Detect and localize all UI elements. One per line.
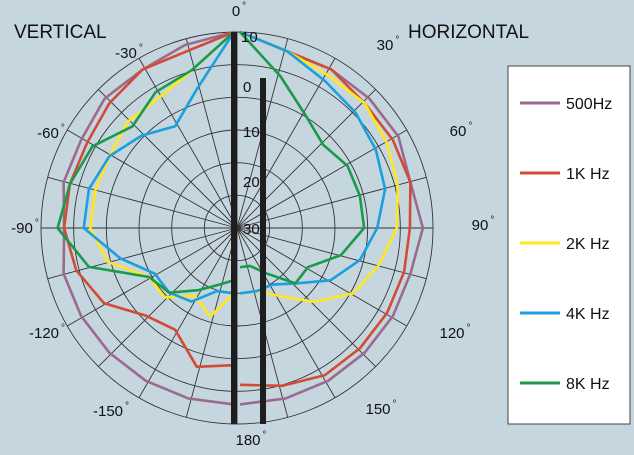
degree-mark: ° xyxy=(393,399,397,410)
grid-spoke xyxy=(98,89,238,229)
axis-bar-vertical xyxy=(231,32,237,424)
angle-label: 90 xyxy=(472,217,489,234)
legend-label: 2K Hz xyxy=(566,236,610,253)
grid-spoke xyxy=(185,227,238,418)
center-axes xyxy=(231,32,266,424)
angle-label: 180 xyxy=(235,432,260,449)
legend-label: 1K Hz xyxy=(566,166,610,183)
angle-label: 0 xyxy=(232,3,240,20)
angle-label: 60 xyxy=(450,123,467,140)
series-line-vertical xyxy=(89,31,235,318)
series-line-vertical xyxy=(62,30,235,406)
grid-spoke xyxy=(67,227,238,327)
series-line-horizontal xyxy=(239,30,412,388)
grid-spoke xyxy=(236,58,336,229)
legend-label: 500Hz xyxy=(566,96,612,113)
series-line-horizontal xyxy=(239,31,366,285)
grid-spoke xyxy=(47,227,238,280)
legend: 500Hz 1K Hz 2K Hz 4K Hz 8K Hz xyxy=(507,65,631,425)
radial-tick-label: 0 xyxy=(243,79,251,96)
legend-label: 8K Hz xyxy=(566,376,610,393)
grid-spoke xyxy=(138,227,238,398)
angle-label: 120 xyxy=(439,325,464,342)
degree-mark: ° xyxy=(125,401,129,412)
degree-mark: ° xyxy=(395,35,399,46)
radial-tick-label: 20 xyxy=(243,174,260,191)
panel-title-horizontal: HORIZONTAL xyxy=(408,22,529,43)
grid-spoke xyxy=(67,129,238,229)
grid-spoke xyxy=(138,58,238,229)
legend-box xyxy=(507,65,631,425)
legend-label: 4K Hz xyxy=(566,306,610,323)
grid-spoke xyxy=(236,227,376,367)
degree-mark: ° xyxy=(61,123,65,134)
angle-label: -90 xyxy=(11,220,33,237)
radial-tick-label: 30 xyxy=(243,221,260,238)
grid-spoke xyxy=(185,38,238,229)
degree-mark: ° xyxy=(467,323,471,334)
radial-tick-label: 10 xyxy=(241,29,258,46)
angle-label: -150 xyxy=(93,403,123,420)
grid-spoke xyxy=(236,227,427,280)
axis-bar-horizontal xyxy=(260,78,266,424)
series-line-vertical xyxy=(56,31,235,294)
degree-mark: ° xyxy=(263,430,267,441)
angle-label: -60 xyxy=(37,125,59,142)
angle-labels: 0 °30 °60 °90 °120 °150 °180 °-30 °-60 °-90 °-120 °… xyxy=(11,1,494,449)
angle-label: 30 xyxy=(377,37,394,54)
angle-label: -120 xyxy=(29,325,59,342)
degree-mark: ° xyxy=(490,215,494,226)
radial-tick-label: 10 xyxy=(243,124,260,141)
series-line-horizontal xyxy=(239,30,400,304)
degree-mark: ° xyxy=(35,218,39,229)
degree-mark: ° xyxy=(61,323,65,334)
panel-title-vertical: VERTICAL xyxy=(14,22,107,43)
radial-tick-labels: 10 0 10 20 30 xyxy=(241,29,260,238)
polar-curves xyxy=(56,30,425,406)
grid-spoke xyxy=(236,176,427,229)
series-line-horizontal xyxy=(239,30,387,295)
degree-mark: ° xyxy=(468,121,472,132)
series-line-vertical xyxy=(82,31,236,303)
degree-mark: ° xyxy=(242,1,246,12)
angle-label: -30 xyxy=(115,45,137,62)
grid-spoke xyxy=(236,227,336,398)
grid-spoke xyxy=(47,176,238,229)
angle-label: 150 xyxy=(365,401,390,418)
series-line-vertical xyxy=(62,30,235,369)
degree-mark: ° xyxy=(139,43,143,54)
